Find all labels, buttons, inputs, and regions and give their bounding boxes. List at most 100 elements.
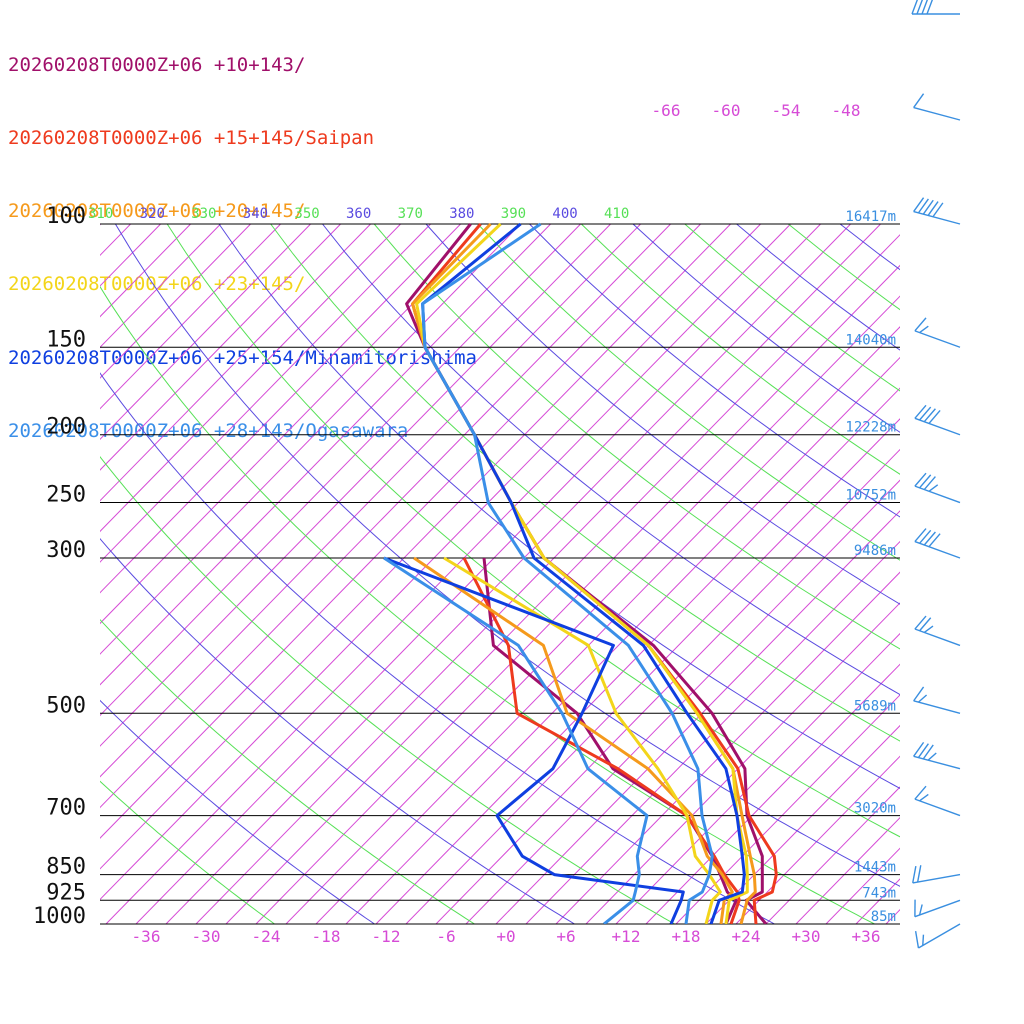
- barb-staff: [914, 540, 961, 559]
- dry-adiabat-line: [425, 223, 900, 605]
- height-label: 5689m: [854, 698, 896, 714]
- theta-label: 410: [604, 206, 629, 222]
- barb-staff: [913, 755, 961, 770]
- dry-adiabat-line: [100, 372, 775, 924]
- isotherm-line: [345, 356, 900, 924]
- isotherm-line: [705, 724, 900, 924]
- isotherm-line: [225, 234, 900, 924]
- isotherm-line: [100, 223, 461, 594]
- height-label: 10752m: [845, 488, 896, 504]
- temperature-tick-label: -24: [252, 927, 281, 946]
- legend-entry-1: 20260208T0000Z+06 +15+145/Saipan: [8, 127, 375, 150]
- pressure-label: 500: [46, 693, 86, 718]
- barb-staff: [918, 923, 961, 949]
- pressure-label: 700: [46, 796, 86, 821]
- height-label: 743m: [862, 885, 896, 901]
- legend-entry-5: 20260208T0000Z+06 +28+143/Ogasawara: [8, 419, 409, 442]
- barb-feather: [921, 0, 928, 15]
- barb-feather: [918, 694, 928, 703]
- barb-feather: [919, 474, 932, 489]
- barb-feather: [913, 741, 925, 757]
- pressure-label: 1000: [33, 904, 86, 929]
- isotherm-line: [855, 878, 900, 924]
- moist-adiabat-line: [787, 223, 900, 311]
- barb-feather: [932, 202, 944, 218]
- isotherm-line: [100, 223, 701, 839]
- isotherm-label: -66: [652, 101, 681, 120]
- wind-barb: [914, 404, 961, 436]
- moist-adiabat-line: [100, 455, 675, 924]
- barb-feather: [911, 0, 918, 15]
- dry-adiabat-line: [100, 537, 575, 924]
- isotherm-line: [465, 479, 900, 924]
- legend: 20260208T0000Z+06 +10+143/ 20260208T0000…: [8, 4, 477, 468]
- barb-feather: [913, 93, 925, 108]
- wind-barb: [913, 197, 961, 225]
- wind-barb: [911, 0, 960, 15]
- barb-staff: [914, 628, 961, 647]
- barb-feather: [914, 404, 927, 419]
- isotherm-line: [100, 223, 611, 747]
- barb-feather: [916, 0, 923, 15]
- barb-staff: [914, 330, 961, 348]
- legend-entry-0: 20260208T0000Z+06 +10+143/: [8, 53, 306, 76]
- wind-barb: [914, 528, 961, 559]
- isotherm-line: [100, 223, 251, 379]
- temperature-tick-label: -30: [192, 927, 221, 946]
- theta-label: 370: [398, 206, 423, 222]
- theta-label: 390: [501, 206, 526, 222]
- height-label: 9486m: [854, 543, 896, 559]
- barb-staff: [913, 700, 961, 714]
- barb-feather: [916, 865, 922, 883]
- isotherm-line: [100, 223, 731, 870]
- barb-feather: [919, 617, 932, 632]
- pressure-label: 300: [46, 538, 86, 563]
- height-label: 12228m: [845, 420, 896, 436]
- temperature-tick-label: +30: [792, 927, 821, 946]
- isotherm-line: [405, 418, 900, 924]
- temperature-profile-0: [405, 223, 768, 924]
- wind-barb: [914, 899, 961, 918]
- axis-labels: 100 16417m 150 14040m 200 12228m 250 10752m 300 9…: [33, 101, 896, 946]
- isotherm-line: [165, 223, 851, 924]
- isotherm-line: [255, 264, 900, 924]
- pressure-label: 200: [46, 415, 86, 440]
- isotherm-line: [135, 223, 821, 924]
- barb-feather: [927, 201, 939, 216]
- temperature-tick-label: -6: [436, 927, 455, 946]
- barb-feather: [914, 931, 920, 949]
- isotherm-line: [946, 224, 1024, 924]
- barb-feather: [914, 317, 927, 332]
- temperature-profile-3: [415, 222, 749, 924]
- isotherm-line: [585, 602, 900, 924]
- height-label: 1443m: [854, 860, 896, 876]
- barb-staff: [914, 417, 961, 436]
- barb-feather: [923, 408, 936, 423]
- temperature-tick-label: -18: [312, 927, 341, 946]
- theta-label: 360: [346, 206, 371, 222]
- height-label: 16417m: [845, 209, 896, 225]
- theta-label: 400: [552, 206, 577, 222]
- barb-feather: [914, 785, 927, 800]
- barb-feather: [914, 615, 927, 630]
- isotherm-label: -60: [712, 101, 741, 120]
- temperature-tick-label: +18: [672, 927, 701, 946]
- barb-staff: [912, 873, 961, 884]
- isotherm-line: [100, 223, 671, 809]
- legend-entry-2: 20260208T0000Z+06 +20+145/: [8, 200, 306, 223]
- isotherm-line: [195, 223, 881, 924]
- barb-feather: [912, 866, 917, 884]
- wind-barb: [913, 741, 961, 770]
- isotherm-line: [0, 224, 11, 924]
- barb-feather: [913, 197, 925, 212]
- isotherm-line: [105, 223, 791, 924]
- barb-feather: [914, 528, 927, 543]
- barb-feather: [928, 409, 941, 424]
- isotherm-line: [735, 755, 900, 924]
- isotherm-line: [1006, 224, 1024, 924]
- temperature-tick-label: +24: [732, 927, 761, 946]
- barb-staff: [914, 485, 961, 504]
- isotherm-label: -54: [772, 101, 801, 120]
- pressure-label: 850: [46, 855, 86, 880]
- isotherm-line: [916, 224, 1024, 924]
